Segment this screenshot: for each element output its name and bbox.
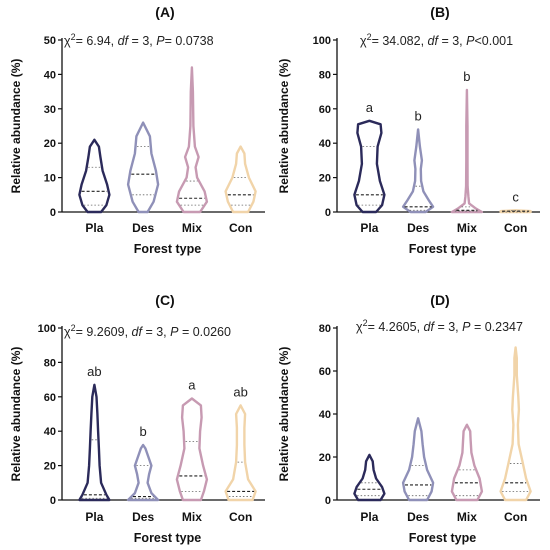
violin-des [126, 443, 160, 502]
x-axis-label: Forest type [134, 531, 201, 545]
significance-letter: a [366, 100, 374, 115]
chart-panel-4: (D) χ2= 4.2605, df = 3, P = 0.2347 0 20 40 60… [277, 292, 540, 545]
chart-panel-3: (C) χ2= 9.2609, df = 3, P = 0.0260 0 20 40 60… [9, 292, 265, 545]
chart-panel-2: (B) χ2= 34.082, df = 3, P<0.001 0 20 40 60 80 1… [277, 4, 540, 256]
x-tick-label: Pla [85, 221, 103, 235]
panel-label: (C) [155, 292, 174, 308]
significance-letter: b [140, 424, 147, 439]
violin-pla [78, 383, 111, 502]
y-tick-label: 100 [38, 323, 56, 335]
x-tick-label: Con [504, 221, 527, 235]
violin-mix [450, 423, 484, 502]
y-tick-label: 20 [319, 173, 331, 185]
y-axis-label: Relative abundance (%) [277, 347, 291, 482]
y-tick-label: 0 [325, 495, 331, 507]
x-tick-label: Con [229, 221, 252, 235]
y-tick-label: 60 [319, 104, 331, 116]
chart-panel-1: (A) χ2= 6.94, df = 3, P= 0.0738 0 10 20 30 40 5… [9, 4, 265, 256]
stat-annotation: χ2= 4.2605, df = 3, P = 0.2347 [356, 318, 523, 334]
violin-mix [175, 397, 209, 502]
y-tick-label: 40 [44, 426, 56, 438]
y-tick-label: 10 [44, 173, 56, 185]
x-tick-label: Pla [360, 510, 378, 524]
y-tick-label: 0 [325, 207, 331, 219]
y-tick-label: 20 [44, 461, 56, 473]
significance-letter: c [512, 189, 519, 204]
violin-pla [353, 453, 386, 502]
y-tick-label: 80 [319, 69, 331, 81]
violin-mix [450, 88, 484, 214]
violin-con [224, 145, 257, 214]
panel-label: (D) [430, 292, 449, 308]
y-tick-label: 50 [44, 35, 56, 47]
x-tick-label: Con [229, 510, 252, 524]
x-axis-label: Forest type [134, 242, 201, 256]
x-tick-label: Des [132, 221, 154, 235]
stat-annotation: χ2= 34.082, df = 3, P<0.001 [360, 32, 513, 48]
significance-letter: b [415, 108, 422, 123]
x-tick-label: Des [407, 221, 429, 235]
y-tick-label: 40 [44, 69, 56, 81]
y-axis-label: Relative abundance (%) [9, 59, 23, 194]
y-tick-label: 20 [44, 138, 56, 150]
x-axis-label: Forest type [409, 242, 476, 256]
y-tick-label: 40 [319, 138, 331, 150]
y-tick-label: 30 [44, 104, 56, 116]
x-tick-label: Mix [182, 510, 202, 524]
x-tick-label: Mix [457, 510, 477, 524]
y-tick-label: 80 [44, 357, 56, 369]
violin-con [224, 404, 257, 502]
y-tick-label: 60 [319, 366, 331, 378]
y-tick-label: 40 [319, 409, 331, 421]
x-tick-label: Des [132, 510, 154, 524]
violin-des [126, 121, 160, 214]
y-axis-label: Relative abundance (%) [277, 59, 291, 194]
x-axis-label: Forest type [409, 531, 476, 545]
y-tick-label: 60 [44, 392, 56, 404]
panel-label: (A) [155, 4, 174, 20]
y-tick-label: 80 [319, 323, 331, 335]
violin-des [401, 417, 435, 502]
x-tick-label: Pla [85, 510, 103, 524]
significance-letter: ab [87, 364, 101, 379]
significance-letter: a [188, 378, 196, 393]
y-tick-label: 0 [50, 207, 56, 219]
panel-label: (B) [430, 4, 449, 20]
x-tick-label: Des [407, 510, 429, 524]
y-tick-label: 100 [313, 35, 331, 47]
violin-des [401, 128, 435, 214]
stat-annotation: χ2= 9.2609, df = 3, P = 0.0260 [64, 323, 231, 339]
significance-letter: ab [233, 384, 247, 399]
y-axis-label: Relative abundance (%) [9, 347, 23, 482]
violin-pla [353, 119, 386, 214]
x-tick-label: Mix [457, 221, 477, 235]
significance-letter: b [463, 69, 470, 84]
x-tick-label: Mix [182, 221, 202, 235]
violin-mix [175, 66, 209, 214]
violin-con [499, 346, 532, 502]
violin-pla [78, 138, 111, 214]
y-tick-label: 20 [319, 452, 331, 464]
y-tick-label: 0 [50, 495, 56, 507]
stat-annotation: χ2= 6.94, df = 3, P= 0.0738 [64, 32, 214, 48]
x-tick-label: Pla [360, 221, 378, 235]
x-tick-label: Con [504, 510, 527, 524]
